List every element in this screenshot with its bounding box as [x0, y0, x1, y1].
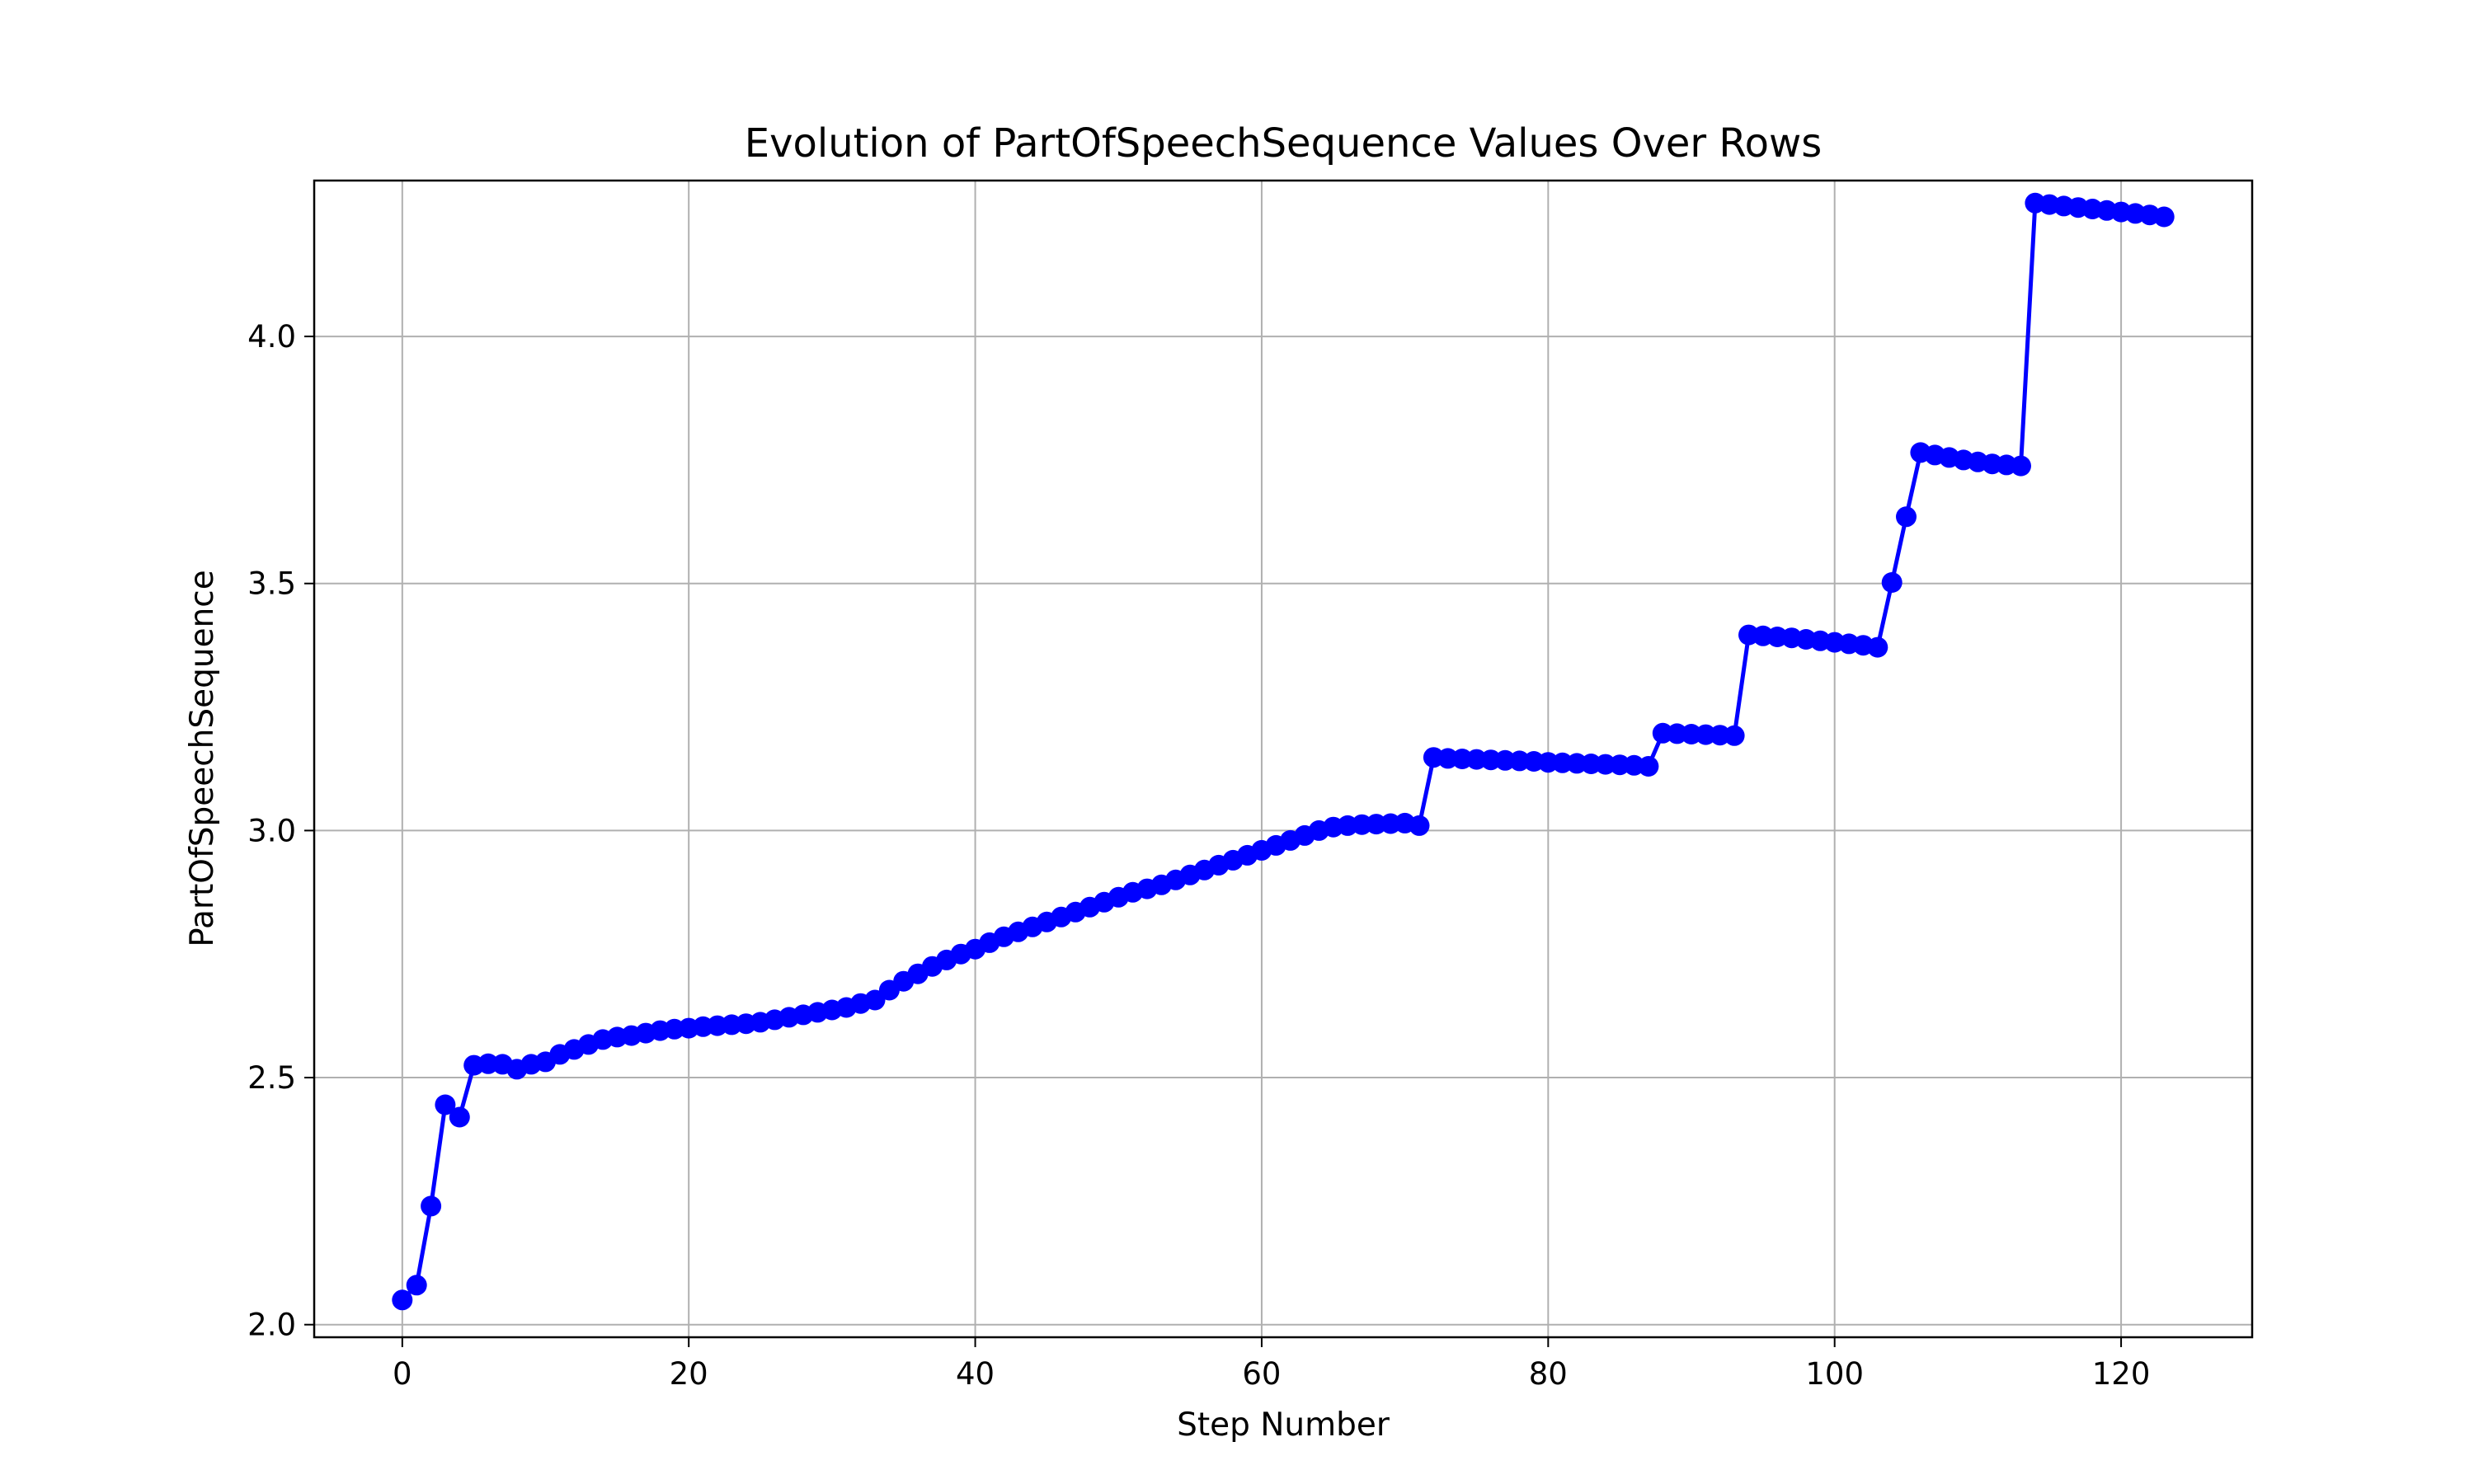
x-tick-label: 100	[1805, 1356, 1864, 1392]
y-tick-label: 4.0	[247, 319, 296, 355]
x-tick-label: 120	[2092, 1356, 2151, 1392]
y-tick-label: 3.0	[247, 813, 296, 848]
y-axis-label: PartOfSpeechSequence	[184, 570, 221, 946]
data-point	[421, 1195, 442, 1217]
data-point	[406, 1275, 427, 1296]
data-point	[1724, 725, 1745, 746]
series-line	[401, 200, 2165, 1302]
x-tick-label: 60	[1242, 1356, 1281, 1392]
y-tick-label: 2.0	[247, 1308, 296, 1343]
data-point	[1881, 572, 1903, 593]
data-point	[1409, 815, 1430, 836]
x-tick-label: 0	[393, 1356, 412, 1392]
series-layer	[392, 192, 2175, 1311]
data-point	[1867, 636, 1888, 658]
data-point	[435, 1094, 456, 1115]
data-point	[1638, 756, 1659, 777]
plot-frame	[313, 179, 2254, 1339]
x-tick-label: 40	[956, 1356, 995, 1392]
data-point	[449, 1106, 470, 1128]
data-point	[1896, 506, 1917, 528]
data-point	[2011, 455, 2031, 477]
y-tick-label: 2.5	[247, 1060, 296, 1096]
x-axis-label: Step Number	[1177, 1407, 1390, 1444]
ticks: 0 20 40 60 80 100 120 2.0 2.5 3.0 3.5 4.0	[247, 319, 2150, 1392]
data-point	[2153, 206, 2175, 228]
data-point	[392, 1289, 413, 1311]
chart-title: Evolution of PartOfSpeechSequence Values…	[745, 120, 1822, 167]
x-tick-label: 80	[1529, 1356, 1568, 1392]
grid	[314, 181, 2252, 1337]
data-point	[864, 989, 886, 1011]
x-tick-label: 20	[670, 1356, 708, 1392]
y-tick-label: 3.5	[247, 566, 296, 602]
